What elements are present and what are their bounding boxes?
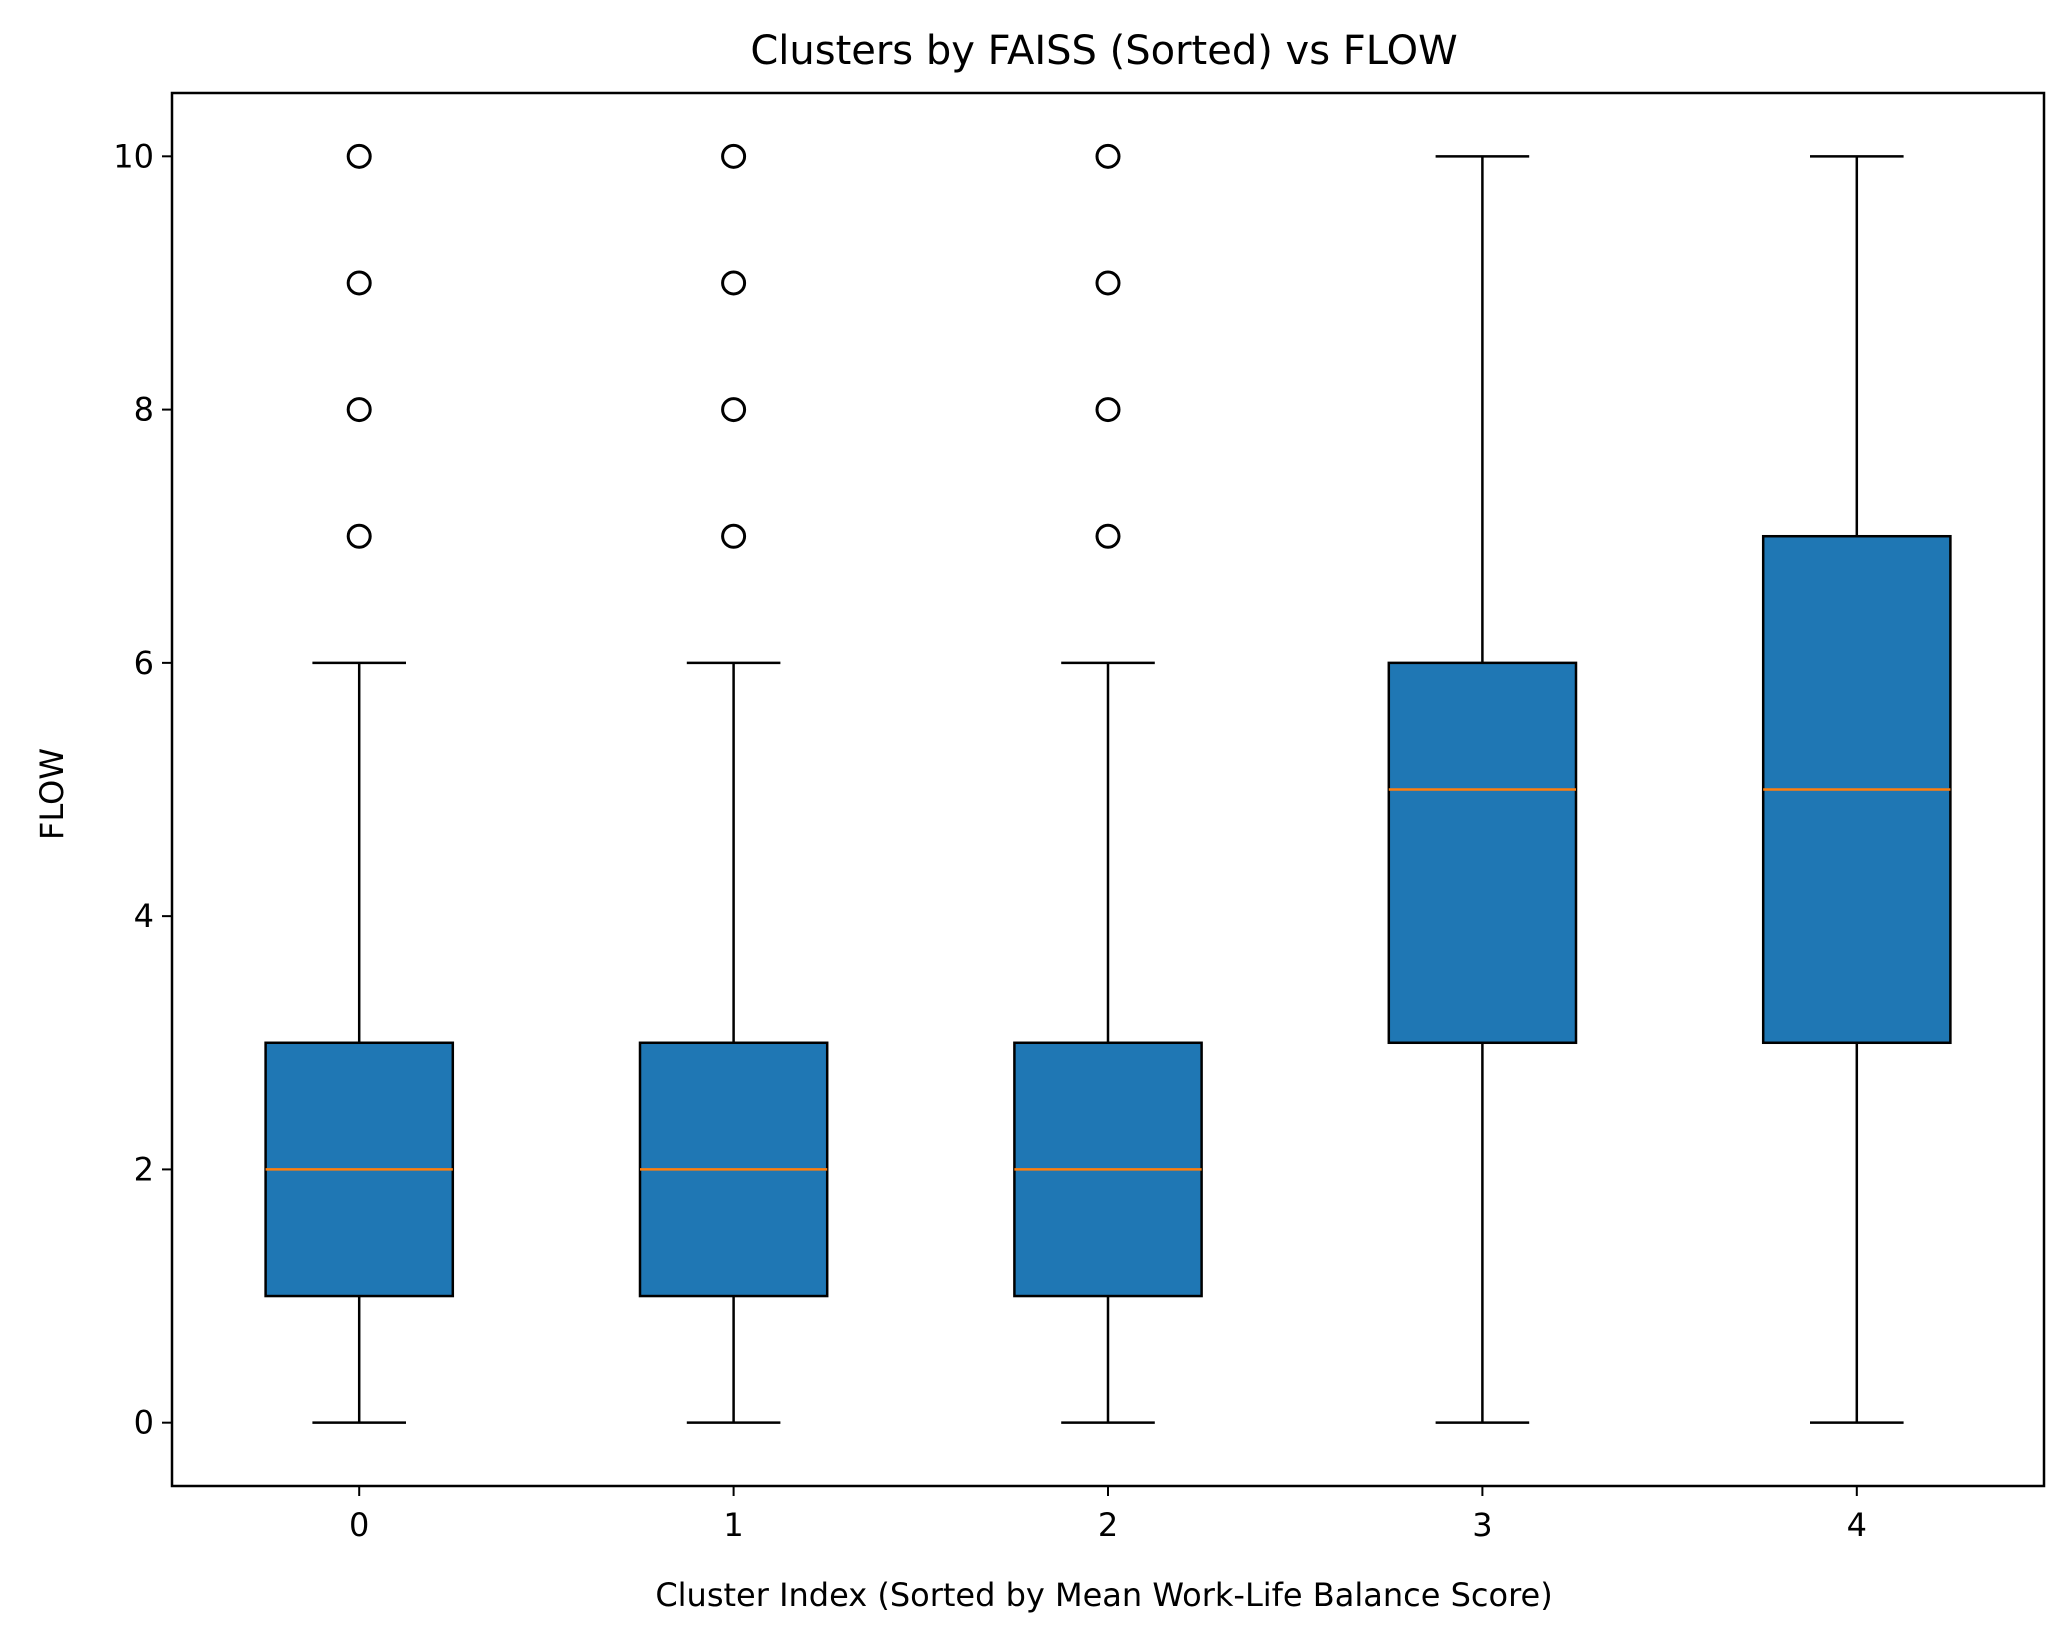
plot-area (264, 143, 1952, 1424)
y-tick-label: 6 (134, 644, 154, 682)
box-cluster-2 (1013, 143, 1203, 1424)
outlier-point (346, 143, 372, 169)
outlier-point (346, 270, 372, 296)
y-tick-label: 10 (113, 137, 154, 175)
x-axis: 0 1 2 3 4 (349, 1486, 1867, 1544)
box-cluster-1 (638, 143, 829, 1424)
box-cluster-3 (1387, 155, 1578, 1424)
box-cluster-0 (264, 143, 455, 1424)
y-tick-label: 4 (134, 897, 154, 935)
outlier-point (1095, 523, 1121, 549)
y-tick-label: 2 (134, 1150, 154, 1188)
x-tick-label: 1 (723, 1506, 743, 1544)
outlier-point (1095, 397, 1121, 423)
x-axis-label: Cluster Index (Sorted by Mean Work-Life … (655, 1576, 1552, 1614)
x-tick-label: 3 (1472, 1506, 1492, 1544)
y-tick-label: 8 (134, 391, 154, 429)
outlier-point (721, 270, 747, 296)
box-iqr (1387, 661, 1578, 1045)
box-cluster-4 (1761, 155, 1952, 1424)
outlier-point (1095, 270, 1121, 296)
y-tick-label: 0 (134, 1404, 154, 1442)
outlier-point (1095, 143, 1121, 169)
x-tick-label: 4 (1847, 1506, 1867, 1544)
outlier-point (721, 523, 747, 549)
outlier-point (721, 143, 747, 169)
outlier-point (346, 523, 372, 549)
outlier-point (721, 397, 747, 423)
x-tick-label: 0 (349, 1506, 369, 1544)
plot-frame (170, 91, 2046, 1488)
outlier-point (346, 397, 372, 423)
x-tick-label: 2 (1098, 1506, 1118, 1544)
y-axis-label: FLOW (33, 748, 71, 840)
chart-title: Clusters by FAISS (Sorted) vs FLOW (750, 28, 1457, 74)
y-axis: 0 2 4 6 8 10 (113, 137, 172, 1442)
